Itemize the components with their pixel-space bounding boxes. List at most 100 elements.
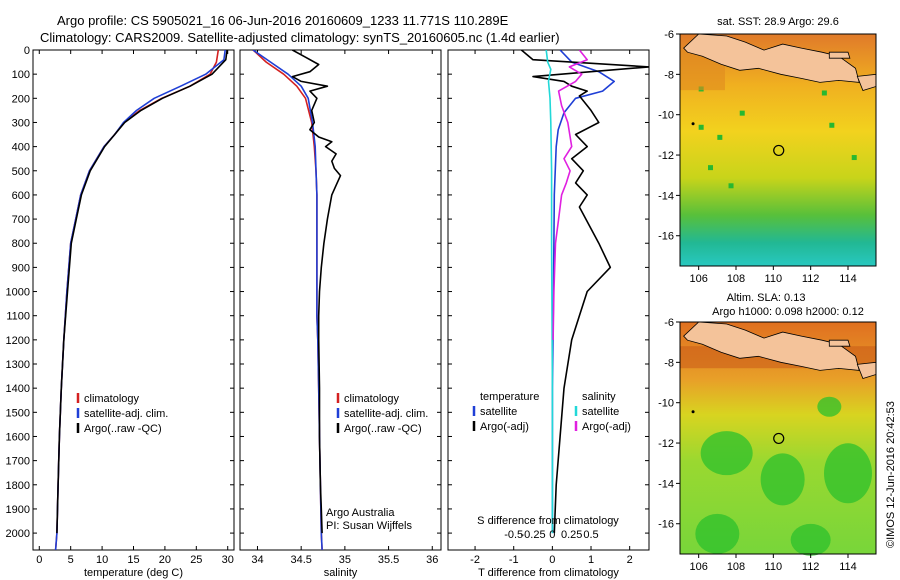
x-tick-label: 1 <box>588 554 594 566</box>
sla-anomaly-blob <box>824 443 872 504</box>
lon-tick-label: 108 <box>727 561 745 573</box>
x-tick-label: 15 <box>127 554 139 566</box>
series-line-2 <box>291 50 342 534</box>
plot-frame <box>32 49 235 551</box>
sst-map: 106 108 110 112 114 -6 -8 -10 -12 -14 -16 sat. SST:… <box>658 16 877 285</box>
christmas-island <box>691 410 695 414</box>
sst-pixel <box>821 90 827 96</box>
y-tick-label: 1100 <box>6 311 30 323</box>
map-frame <box>679 33 877 267</box>
legend-heading-temperature: temperature <box>480 391 539 403</box>
sla-anomaly-blob <box>695 513 740 554</box>
y-tick-label: 600 <box>12 190 30 202</box>
x-tick-label: -1 <box>509 554 519 566</box>
legend-entry: climatology <box>344 393 400 405</box>
x-tick-label: 5 <box>68 554 74 566</box>
series-line-1 <box>520 50 649 534</box>
series-line-3 <box>552 50 589 340</box>
y-tick-label: 900 <box>12 262 30 274</box>
y-tick-label: 1800 <box>6 480 30 492</box>
x-tick-label: 25 <box>190 554 202 566</box>
y-tick-label: 200 <box>12 93 30 105</box>
sla-map-title: Altim. SLA: 0.13 <box>727 292 806 304</box>
sst-pixel <box>851 155 857 161</box>
panel-annotation: PI: Susan Wijffels <box>326 520 412 532</box>
lat-tick-label: -14 <box>658 478 674 490</box>
argo-position-marker <box>773 144 785 157</box>
series-line-2 <box>56 50 228 534</box>
y-tick-label: 1700 <box>6 456 30 468</box>
lat-tick-label: -10 <box>658 110 674 122</box>
x-axis-label: T difference from climatology <box>478 567 619 579</box>
sla-anomaly-blob <box>700 431 753 476</box>
lat-tick-label: -8 <box>664 357 674 369</box>
imos-credit: ©IMOS 12-Jun-2016 20:42:53 <box>885 401 897 548</box>
lon-tick-label: 108 <box>727 273 745 285</box>
lon-tick-label: 106 <box>689 561 707 573</box>
legend-entry: satellite-adj. clim. <box>84 408 168 420</box>
island <box>828 339 851 347</box>
x-tick-label: 0 <box>36 554 42 566</box>
lon-tick-label: 112 <box>802 273 820 285</box>
y-tick-label: 700 <box>12 214 30 226</box>
sst-pixel <box>698 124 704 130</box>
x-tick-label: 10 <box>96 554 108 566</box>
salinity-tick-label: -0.5 <box>504 529 523 541</box>
lat-tick-label: -8 <box>664 69 674 81</box>
lat-tick-label: -12 <box>658 150 674 162</box>
lon-tick-label: 114 <box>839 273 857 285</box>
lon-tick-label: 106 <box>689 273 707 285</box>
x-tick-label: 20 <box>159 554 171 566</box>
y-tick-label: 1900 <box>6 504 30 516</box>
lat-tick-label: -14 <box>658 190 674 202</box>
salinity-tick-label: -0.25 <box>520 529 545 541</box>
y-tick-label: 500 <box>12 166 30 178</box>
legend-entry: satellite <box>582 406 619 418</box>
x-tick-label: 30 <box>222 554 234 566</box>
salinity-panel: 34 34.5 35 35.5 36 salinity climatology satelli… <box>239 49 442 579</box>
legend-heading-salinity: salinity <box>582 391 616 403</box>
x-tick-label: 0 <box>549 554 555 566</box>
y-tick-label: 300 <box>12 117 30 129</box>
y-tick-label: 800 <box>12 238 30 250</box>
figure-title-line-1: Argo profile: CS 5905021_16 06-Jun-2016 … <box>57 13 509 28</box>
lat-tick-label: -6 <box>664 317 674 329</box>
argo-position-marker <box>773 432 785 445</box>
legend-entry: Argo(..raw -QC) <box>344 423 422 435</box>
x-tick-label: 34.5 <box>290 554 311 566</box>
map-frame <box>679 321 877 555</box>
y-tick-label: 1400 <box>6 383 30 395</box>
y-tick-label: 1300 <box>6 359 30 371</box>
sst-map-title: sat. SST: 28.9 Argo: 29.6 <box>717 16 839 28</box>
sst-pixel <box>829 122 835 128</box>
x-tick-label: 36 <box>426 554 438 566</box>
lon-tick-label: 112 <box>802 561 820 573</box>
lat-tick-label: -10 <box>658 398 674 410</box>
sla-anomaly-blob <box>817 396 842 417</box>
lon-tick-label: 110 <box>765 273 783 285</box>
x-tick-label: 34 <box>251 554 263 566</box>
legend-entry: Argo(-adj) <box>582 421 631 433</box>
x-tick-label: -2 <box>470 554 480 566</box>
salinity-tick-label: 0 <box>549 529 555 541</box>
legend-entry: Argo(..raw -QC) <box>84 423 162 435</box>
salinity-tick-label: 0.5 <box>583 529 598 541</box>
sst-pixel <box>708 165 713 171</box>
java-landmass <box>683 33 860 83</box>
y-tick-label: 0 <box>24 45 30 57</box>
lon-tick-label: 110 <box>765 561 783 573</box>
lat-tick-label: -12 <box>658 438 674 450</box>
legend-entry: climatology <box>84 393 140 405</box>
salinity-tick-label: 0.25 <box>561 529 582 541</box>
legend-entry: Argo(-adj) <box>480 421 529 433</box>
sla-anomaly-blob <box>760 453 805 506</box>
plot-frame <box>239 49 442 551</box>
plot-frame <box>447 49 650 551</box>
y-tick-label: 2000 <box>6 528 30 540</box>
christmas-island <box>691 122 695 126</box>
y-tick-label: 1600 <box>6 431 30 443</box>
y-tick-label: 1200 <box>6 335 30 347</box>
java-landmass <box>683 321 860 371</box>
x-tick-label: 35.5 <box>378 554 399 566</box>
x-tick-label: 35 <box>339 554 351 566</box>
